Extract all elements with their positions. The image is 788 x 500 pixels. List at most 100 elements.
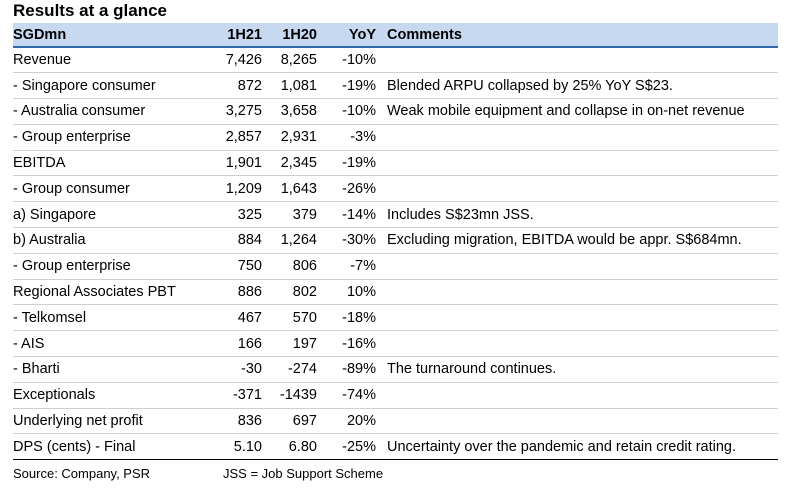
value-yoy: 10% [346, 284, 376, 301]
row-comment [376, 279, 778, 305]
value-yoy: -18% [342, 309, 376, 326]
table-row: DPS (cents) - Final 5.10 6.80 -25% Uncertain… [13, 434, 778, 460]
table-row: - Australia consumer 3,275 3,658 -10% Weak m… [13, 99, 778, 125]
row-comment [376, 305, 778, 331]
row-label: - Singapore consumer [13, 77, 156, 94]
table-row: EBITDA 1,901 2,345 -19% [13, 150, 778, 176]
value-1h21: 5.10 [233, 438, 262, 455]
row-label: - Bharti [13, 361, 60, 378]
value-yoy: -19% [342, 77, 376, 94]
row-comment [376, 408, 778, 434]
row-comment: The turnaround continues. [387, 361, 557, 378]
row-label: EBITDA [13, 155, 66, 172]
row-label: DPS (cents) - Final [13, 438, 136, 455]
row-label: - AIS [13, 335, 45, 352]
table-row: Underlying net profit 836 697 20% [13, 408, 778, 434]
table-row: - Group enterprise 750 806 -7% [13, 253, 778, 280]
value-yoy: -10% [342, 52, 376, 69]
results-table: SGDmn 1H21 1H20 YoY Comments Revenue 7,42… [13, 23, 778, 460]
value-1h20: 2,931 [280, 129, 317, 146]
value-1h21: -30 [241, 361, 262, 378]
row-label: b) Australia [13, 232, 86, 249]
row-comment [376, 176, 778, 202]
value-1h20: 1,081 [280, 77, 317, 94]
header-1h21: 1H21 [201, 23, 262, 48]
value-1h21: -371 [232, 387, 262, 404]
value-yoy: -3% [350, 129, 376, 146]
value-1h20: 3,658 [280, 103, 317, 120]
table-row: b) Australia 884 1,264 -30% Excluding migrat… [13, 228, 778, 254]
table-row: - Group consumer 1,209 1,643 -26% [13, 176, 778, 202]
row-label: - Telkomsel [13, 309, 87, 326]
header-yoy: YoY [317, 23, 376, 48]
value-yoy: -19% [342, 155, 376, 172]
row-label: Exceptionals [13, 387, 96, 404]
value-1h21: 467 [237, 309, 262, 326]
value-yoy: 20% [346, 413, 376, 430]
value-1h21: 1,209 [225, 180, 262, 197]
table-row: - AIS 166 197 -16% [13, 331, 778, 357]
row-comment [376, 47, 778, 73]
row-comment [376, 331, 778, 357]
row-comment: Includes S$23mn JSS. [387, 206, 534, 223]
table-row: - Singapore consumer 872 1,081 -19% Blended … [13, 73, 778, 99]
value-1h21: 750 [237, 258, 262, 275]
jss-footnote: JSS = Job Support Scheme [223, 466, 384, 481]
row-label: - Australia consumer [13, 103, 146, 120]
value-1h21: 886 [237, 284, 262, 301]
value-1h20: 570 [292, 309, 317, 326]
value-yoy: -14% [342, 206, 376, 223]
value-yoy: -74% [342, 387, 376, 404]
row-comment [376, 253, 778, 279]
value-1h20: 379 [292, 206, 317, 223]
source-note: Source: Company, PSR [13, 466, 151, 481]
value-1h21: 7,426 [225, 52, 262, 69]
header-1h20: 1H20 [262, 23, 317, 48]
table-row: Revenue 7,426 8,265 -10% [13, 47, 778, 73]
value-yoy: -16% [342, 335, 376, 352]
value-1h20: 1,643 [280, 180, 317, 197]
table-row: Exceptionals -371 -1439 -74% [13, 382, 778, 409]
value-1h20: 197 [292, 335, 317, 352]
row-label: - Group enterprise [13, 258, 131, 275]
value-yoy: -26% [342, 180, 376, 197]
value-yoy: -10% [342, 103, 376, 120]
row-comment [376, 150, 778, 176]
value-1h21: 1,901 [225, 155, 262, 172]
table-row: - Group enterprise 2,857 2,931 -3% [13, 124, 778, 151]
table-row: a) Singapore 325 379 -14% Includes S$23mn JS… [13, 202, 778, 228]
value-1h20: 697 [292, 413, 317, 430]
header-comments: Comments [376, 23, 778, 48]
value-yoy: -25% [342, 438, 376, 455]
row-label: a) Singapore [13, 206, 97, 223]
row-comment: Blended ARPU collapsed by 25% YoY S$23. [387, 77, 673, 94]
value-1h21: 2,857 [225, 129, 262, 146]
header-label: SGDmn [13, 23, 201, 48]
value-1h21: 3,275 [225, 103, 262, 120]
value-yoy: -30% [342, 232, 376, 249]
row-comment [376, 382, 778, 408]
value-yoy: -89% [342, 361, 376, 378]
row-label: Revenue [13, 52, 72, 69]
value-1h20: 802 [292, 284, 317, 301]
table-row: - Bharti -30 -274 -89% The turnaround contin… [13, 357, 778, 383]
row-label: Underlying net profit [13, 413, 143, 430]
value-1h20: 2,345 [280, 155, 317, 172]
table-header-row: SGDmn 1H21 1H20 YoY Comments [13, 23, 778, 48]
row-comment: Excluding migration, EBITDA would be app… [387, 232, 742, 249]
value-1h20: 6.80 [288, 438, 317, 455]
row-comment: Weak mobile equipment and collapse in on… [387, 103, 745, 120]
value-1h20: -274 [287, 361, 317, 378]
row-label: Regional Associates PBT [13, 284, 176, 301]
value-1h20: 8,265 [280, 52, 317, 69]
value-1h21: 884 [237, 232, 262, 249]
value-1h20: 1,264 [280, 232, 317, 249]
value-1h21: 166 [237, 335, 262, 352]
table-body: Revenue 7,426 8,265 -10% - Singapore consum… [13, 47, 778, 460]
value-1h21: 325 [237, 206, 262, 223]
page-title: Results at a glance [13, 1, 168, 20]
table-row: - Telkomsel 467 570 -18% [13, 305, 778, 331]
row-comment: Uncertainty over the pandemic and retain… [387, 438, 736, 455]
value-1h20: -1439 [279, 387, 317, 404]
value-1h21: 872 [237, 77, 262, 94]
